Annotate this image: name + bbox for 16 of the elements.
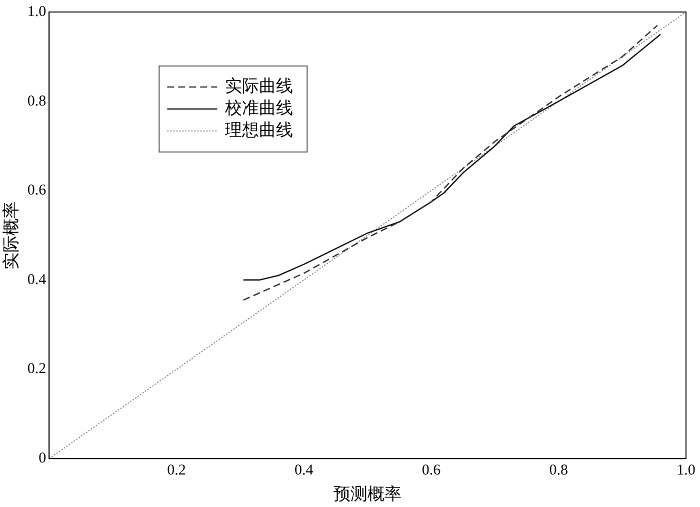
y-tick-label: 0.8 [27, 93, 46, 110]
x-tick-label: 0.8 [549, 462, 568, 479]
x-tick-label: 0.2 [167, 462, 186, 479]
legend-label: 校准曲线 [224, 98, 294, 118]
x-axis-title: 预测概率 [334, 484, 402, 504]
y-axis-title: 实际概率 [2, 201, 21, 270]
y-tick-label: 0 [38, 450, 46, 467]
legend-label: 理想曲线 [225, 120, 294, 140]
y-tick-label: 0.2 [27, 361, 46, 378]
x-tick-label: 1.0 [676, 462, 696, 479]
y-tick-label: 1.0 [27, 4, 46, 20]
y-tick-label: 0.4 [27, 272, 47, 288]
x-tick-label: 0.6 [422, 462, 442, 479]
x-tick-label: 0.4 [294, 462, 314, 479]
legend-label: 实际曲线 [225, 76, 294, 96]
y-tick-label: 0.6 [27, 182, 47, 199]
